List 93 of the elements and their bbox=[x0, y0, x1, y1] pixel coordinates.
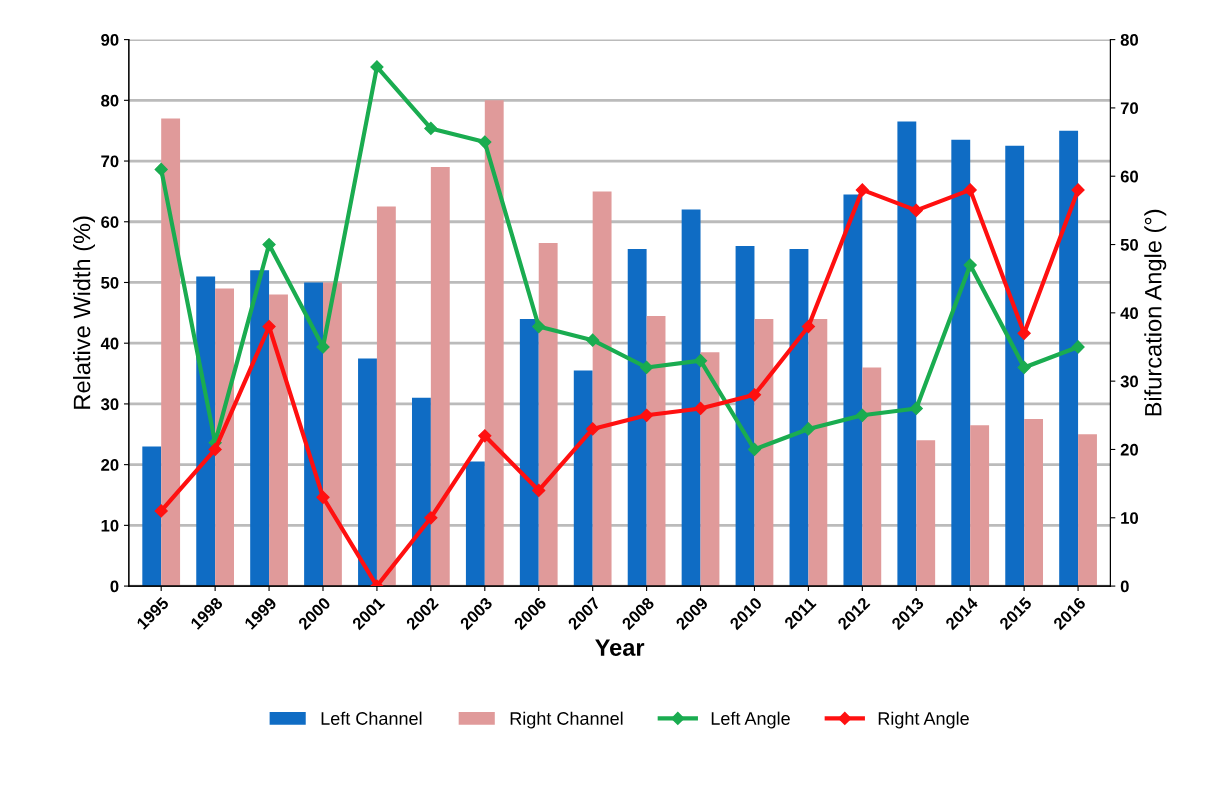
point bbox=[262, 319, 276, 334]
point bbox=[1071, 340, 1085, 354]
point bbox=[586, 422, 600, 436]
bar bbox=[862, 367, 882, 587]
bar bbox=[323, 282, 342, 587]
bar bbox=[1059, 130, 1079, 587]
bar bbox=[789, 249, 809, 587]
bar bbox=[735, 246, 755, 587]
point bbox=[154, 504, 168, 518]
legend-label: Left Channel bbox=[321, 711, 422, 725]
bar bbox=[1024, 419, 1044, 587]
y2-tick-label: 40 bbox=[1120, 307, 1139, 320]
point bbox=[909, 401, 923, 416]
bar bbox=[484, 100, 504, 587]
y2-tick-label: 60 bbox=[1120, 170, 1139, 183]
bar bbox=[970, 425, 990, 587]
point bbox=[586, 333, 600, 347]
point bbox=[1071, 183, 1085, 197]
y2-tick-label: 10 bbox=[1121, 512, 1139, 524]
y2-axis-title: Bifurcation Angle (°) bbox=[1144, 209, 1167, 416]
y2-tick-label: 80 bbox=[1120, 34, 1139, 46]
bar bbox=[951, 139, 971, 587]
point bbox=[478, 135, 492, 149]
y-axis-title: Relative Width (%) bbox=[73, 216, 96, 409]
y2-tick-label: 50 bbox=[1120, 238, 1139, 251]
point bbox=[747, 442, 762, 457]
point bbox=[424, 121, 438, 135]
legend-label: Left Angle bbox=[711, 711, 790, 729]
point bbox=[370, 60, 384, 74]
bar bbox=[646, 315, 666, 587]
bar bbox=[897, 121, 917, 587]
point bbox=[855, 408, 869, 422]
bar bbox=[519, 318, 539, 587]
bar bbox=[573, 370, 593, 587]
legend-label: Right Channel bbox=[510, 711, 623, 729]
point bbox=[801, 319, 815, 334]
y-tick-label: 40 bbox=[100, 337, 119, 350]
x-axis-title: Year bbox=[595, 639, 645, 656]
point bbox=[693, 354, 708, 368]
bar bbox=[161, 118, 181, 587]
y-tick-label: 50 bbox=[101, 276, 119, 289]
y-tick-label: 80 bbox=[101, 94, 119, 107]
point bbox=[208, 442, 222, 457]
bar bbox=[1078, 434, 1097, 587]
bar bbox=[430, 167, 450, 587]
point bbox=[532, 483, 546, 498]
bar bbox=[269, 294, 288, 587]
y-tick-label: 10 bbox=[101, 519, 119, 532]
point bbox=[640, 360, 654, 375]
point bbox=[801, 422, 815, 436]
y2-tick-label: 0 bbox=[1120, 580, 1129, 593]
bar bbox=[215, 288, 235, 587]
bar bbox=[627, 249, 647, 587]
bar bbox=[304, 282, 323, 587]
bar bbox=[142, 446, 162, 587]
bar bbox=[250, 270, 270, 587]
y-tick-label: 30 bbox=[100, 398, 119, 411]
y2-tick-label: 30 bbox=[1120, 375, 1139, 388]
point bbox=[640, 408, 654, 422]
point bbox=[747, 388, 762, 402]
point bbox=[424, 511, 438, 525]
y-tick-label: 20 bbox=[101, 459, 119, 471]
point bbox=[963, 258, 977, 272]
y-tick-label: 90 bbox=[101, 34, 119, 46]
point bbox=[316, 490, 330, 504]
y2-tick-label: 20 bbox=[1120, 443, 1139, 456]
bar bbox=[916, 440, 936, 587]
bar bbox=[843, 194, 863, 587]
point bbox=[478, 429, 492, 443]
point bbox=[262, 237, 276, 252]
bar bbox=[592, 191, 612, 587]
point bbox=[532, 319, 546, 334]
point bbox=[1017, 360, 1031, 375]
point bbox=[154, 162, 168, 176]
point bbox=[963, 183, 977, 197]
y2-tick-label: 70 bbox=[1120, 102, 1139, 115]
point bbox=[855, 183, 869, 197]
bar bbox=[538, 243, 558, 587]
bar bbox=[808, 318, 828, 587]
point bbox=[909, 203, 923, 217]
bar bbox=[465, 461, 485, 587]
bar bbox=[376, 206, 396, 587]
bar bbox=[358, 358, 377, 587]
point bbox=[693, 401, 708, 416]
y-tick-label: 0 bbox=[110, 580, 119, 593]
legend-label: Right Angle bbox=[878, 711, 969, 729]
y-tick-label: 70 bbox=[101, 155, 119, 168]
bar bbox=[754, 318, 774, 587]
bar bbox=[1005, 145, 1025, 587]
bar bbox=[411, 397, 431, 587]
y-tick-label: 60 bbox=[101, 216, 119, 228]
point bbox=[1017, 326, 1031, 340]
bar bbox=[681, 209, 701, 587]
